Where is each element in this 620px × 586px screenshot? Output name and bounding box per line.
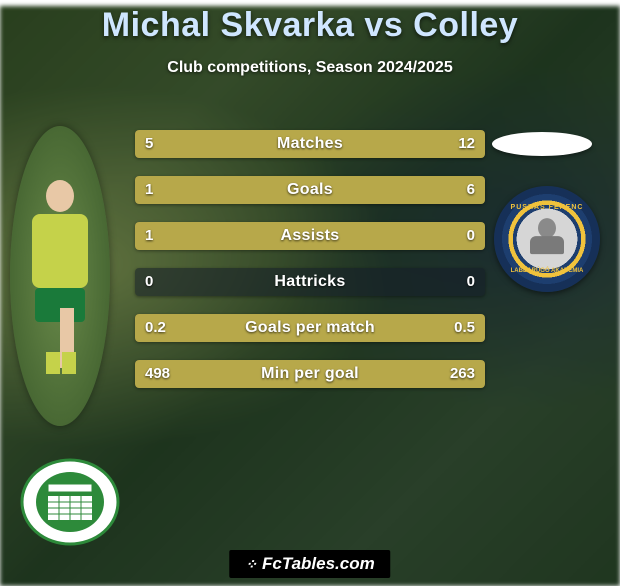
stat-label: Hattricks — [135, 268, 485, 296]
stats-list: 512Matches 16Goals 10Assists 00Hattricks 0.2… — [135, 130, 485, 406]
source-watermark: ⁘ FcTables.com — [229, 550, 390, 578]
badge-right-text-bottom: LABDARÚGÓ AKADÉMIA — [508, 268, 586, 274]
stat-row: 16Goals — [135, 176, 485, 204]
comparison-subtitle: Club competitions, Season 2024/2025 — [0, 59, 620, 77]
comparison-title: Michal Skvarka vs Colley — [0, 6, 620, 45]
club-badge-left — [20, 458, 120, 546]
stat-row: 00Hattricks — [135, 268, 485, 296]
stat-row: 0.20.5Goals per match — [135, 314, 485, 342]
dots-icon: ⁘ — [245, 556, 256, 573]
badge-bust-icon — [530, 218, 564, 256]
stat-row: 10Assists — [135, 222, 485, 250]
stat-label: Assists — [135, 222, 485, 250]
club-badge-right: PUSKÁS FERENC LABDARÚGÓ AKADÉMIA — [494, 186, 600, 292]
player-left-photo — [10, 126, 110, 426]
stat-row: 498263Min per goal — [135, 360, 485, 388]
stat-label: Goals — [135, 176, 485, 204]
badge-right-text-top: PUSKÁS FERENC — [508, 204, 586, 211]
stat-row: 512Matches — [135, 130, 485, 158]
stat-label: Goals per match — [135, 314, 485, 342]
comparison-card: Michal Skvarka vs Colley Club competitio… — [0, 6, 620, 586]
stat-label: Min per goal — [135, 360, 485, 388]
player-right-photo-placeholder — [492, 132, 592, 156]
player-figure — [30, 180, 90, 380]
stat-label: Matches — [135, 130, 485, 158]
source-text: FcTables.com — [262, 554, 375, 574]
